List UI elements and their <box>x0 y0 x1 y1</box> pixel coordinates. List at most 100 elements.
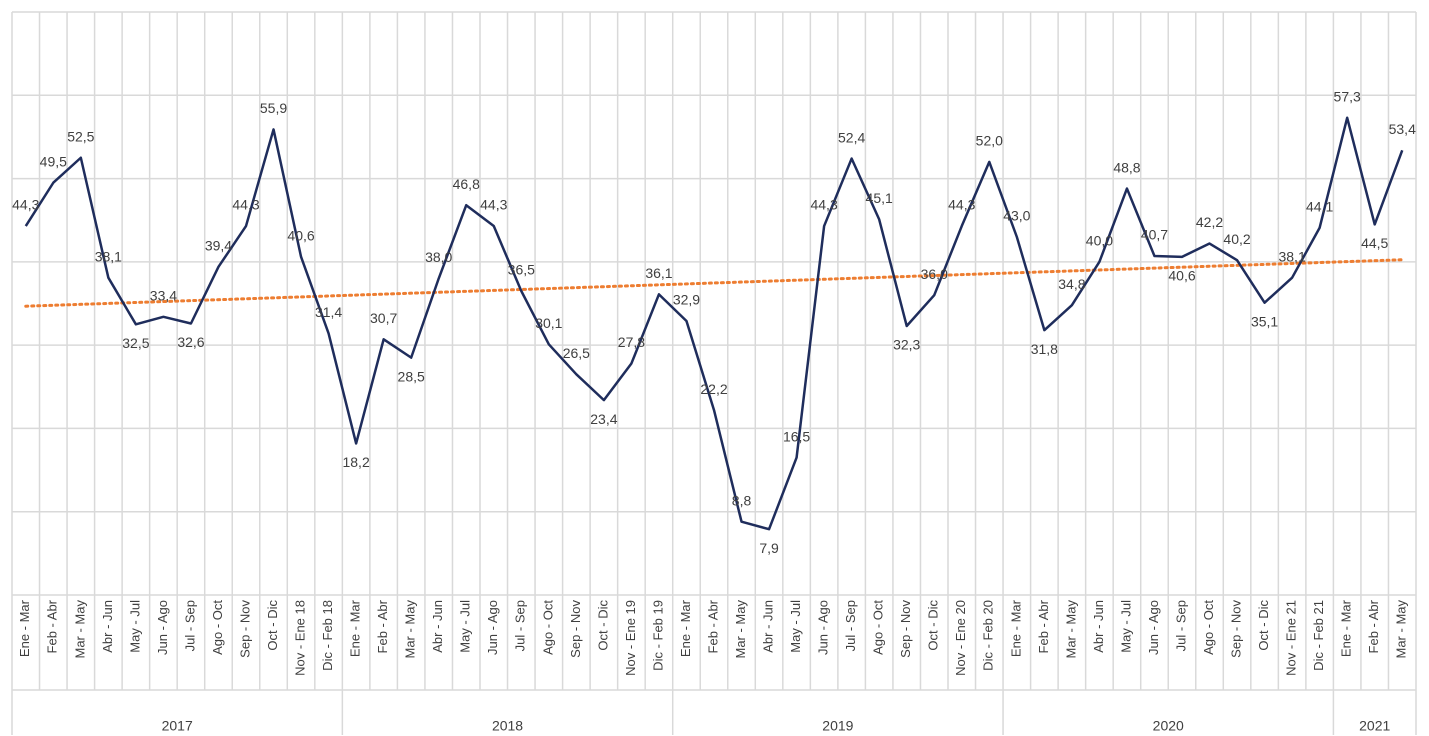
x-tick-label: Nov - Ene 21 <box>1284 600 1299 676</box>
x-tick-label: Abr - Jun <box>100 600 115 653</box>
x-tick-label: Ago - Oct <box>210 600 225 655</box>
x-tick-label: Jul - Sep <box>182 600 197 651</box>
data-label: 34,8 <box>1058 276 1085 292</box>
data-label: 43,0 <box>1003 208 1030 224</box>
data-label: 30,1 <box>535 315 562 331</box>
data-label: 31,4 <box>315 304 342 320</box>
x-tick-label: May - Jul <box>788 600 803 653</box>
x-tick-label: Oct - Dic <box>595 600 610 651</box>
x-tick-label: Dic - Feb 18 <box>320 600 335 671</box>
x-tick-label: Sep - Nov <box>568 600 583 658</box>
data-label: 40,6 <box>1168 268 1195 284</box>
data-label: 45,1 <box>866 190 893 206</box>
x-tick-label: Ago - Oct <box>871 600 886 655</box>
data-label: 26,5 <box>563 345 590 361</box>
x-tick-label: Oct - Dic <box>1256 600 1271 651</box>
data-label: 40,0 <box>1086 233 1113 249</box>
data-label: 23,4 <box>590 411 617 427</box>
data-label: 8,8 <box>732 492 752 508</box>
data-label: 22,2 <box>700 381 727 397</box>
x-tick-label: Jun - Ago <box>155 600 170 655</box>
x-tick-label: Abr - Jun <box>760 600 775 653</box>
x-tick-label: Ene - Mar <box>17 599 32 657</box>
data-label: 44,1 <box>1306 198 1333 214</box>
x-tick-label: Jul - Sep <box>513 600 528 651</box>
data-label: 44,3 <box>810 197 837 213</box>
x-tick-label: Ene - Mar <box>678 599 693 657</box>
x-tick-label: Jul - Sep <box>1173 600 1188 651</box>
data-label: 38,0 <box>425 249 452 265</box>
trend-line <box>24 258 1404 308</box>
x-tick-label: Nov - Ene 19 <box>623 600 638 676</box>
data-label: 27,8 <box>618 334 645 350</box>
data-label: 31,8 <box>1031 341 1058 357</box>
x-tick-label: Mar - May <box>1063 600 1078 659</box>
data-label: 32,9 <box>673 292 700 308</box>
data-label: 52,0 <box>976 133 1003 149</box>
data-label: 40,6 <box>287 228 314 244</box>
x-tick-label: Nov - Ene 18 <box>292 600 307 676</box>
x-tick-label: Oct - Dic <box>265 600 280 651</box>
data-label: 52,5 <box>67 128 94 144</box>
data-label: 38,1 <box>1278 248 1305 264</box>
data-label: 35,1 <box>1251 313 1278 329</box>
x-tick-label: Abr - Jun <box>1091 600 1106 653</box>
x-tick-label: Jun - Ago <box>1146 600 1161 655</box>
data-label: 42,2 <box>1196 214 1223 230</box>
data-label: 44,3 <box>232 197 259 213</box>
data-label: 7,9 <box>759 540 779 556</box>
year-label: 2019 <box>822 718 853 734</box>
data-label: 44,3 <box>480 197 507 213</box>
data-label: 44,5 <box>1361 235 1388 251</box>
data-label: 46,8 <box>453 176 480 192</box>
x-tick-label: Feb - Abr <box>45 599 60 653</box>
data-label: 52,4 <box>838 129 865 145</box>
data-label: 16,5 <box>783 428 810 444</box>
data-label: 57,3 <box>1334 88 1361 104</box>
data-label: 53,4 <box>1389 121 1416 137</box>
data-label: 36,1 <box>645 265 672 281</box>
x-tick-label: Feb - Abr <box>705 599 720 653</box>
data-label: 48,8 <box>1113 159 1140 175</box>
x-tick-label: Sep - Nov <box>1228 600 1243 658</box>
data-label: 39,4 <box>205 238 232 254</box>
x-tick-label: Ago - Oct <box>1201 600 1216 655</box>
year-label: 2017 <box>162 718 193 734</box>
x-tick-label: Mar - May <box>733 600 748 659</box>
x-tick-label: Dic - Feb 20 <box>981 600 996 671</box>
data-label: 28,5 <box>398 368 425 384</box>
data-line <box>24 116 1404 531</box>
x-tick-label: Mar - May <box>1394 600 1409 659</box>
x-tick-label: Jul - Sep <box>843 600 858 651</box>
x-tick-label: Feb - Abr <box>1366 599 1381 653</box>
x-tick-label: Jun - Ago <box>485 600 500 655</box>
x-tick-label: Feb - Abr <box>375 599 390 653</box>
x-tick-label: Mar - May <box>403 600 418 659</box>
data-label: 36,0 <box>921 266 948 282</box>
data-label: 55,9 <box>260 100 287 116</box>
x-tick-label: Jun - Ago <box>816 600 831 655</box>
x-tick-label: May - Jul <box>1118 600 1133 653</box>
data-label: 44,3 <box>12 197 39 213</box>
x-tick-label: Ago - Oct <box>540 600 555 655</box>
year-label: 2020 <box>1153 718 1184 734</box>
data-label: 32,6 <box>177 334 204 350</box>
data-label: 33,4 <box>150 288 177 304</box>
data-label: 32,5 <box>122 335 149 351</box>
data-label: 38,1 <box>95 248 122 264</box>
year-label: 2018 <box>492 718 523 734</box>
data-label: 40,7 <box>1141 227 1168 243</box>
data-label: 30,7 <box>370 310 397 326</box>
x-tick-label: Nov - Ene 20 <box>953 600 968 676</box>
x-tick-label: Mar - May <box>72 600 87 659</box>
data-label: 44,3 <box>948 197 975 213</box>
x-tick-label: May - Jul <box>127 600 142 653</box>
x-tick-label: Dic - Feb 21 <box>1311 600 1326 671</box>
data-label: 40,2 <box>1223 231 1250 247</box>
x-tick-label: Abr - Jun <box>430 600 445 653</box>
data-label: 36,5 <box>508 262 535 278</box>
x-tick-label: Feb - Abr <box>1036 599 1051 653</box>
data-label: 32,3 <box>893 337 920 353</box>
x-tick-label: May - Jul <box>458 600 473 653</box>
